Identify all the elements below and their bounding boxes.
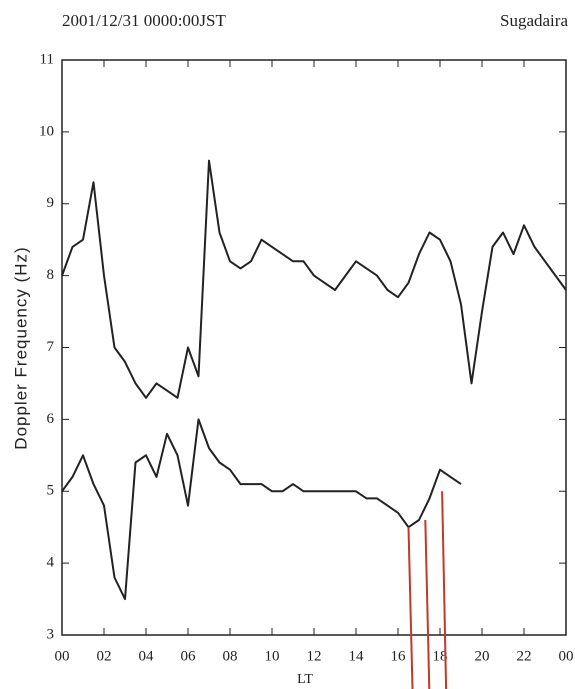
x-tick-label: 20 bbox=[475, 648, 490, 664]
x-tick-label: 04 bbox=[139, 648, 155, 664]
x-tick-label: 18 bbox=[433, 648, 448, 664]
x-tick-label: 06 bbox=[181, 648, 197, 664]
y-tick-label: 5 bbox=[47, 483, 55, 499]
x-tick-label: 10 bbox=[265, 648, 280, 664]
trace-line bbox=[61, 418, 462, 601]
x-tick-label: 16 bbox=[391, 648, 407, 664]
x-tick-label: 00 bbox=[559, 648, 574, 664]
x-tick-label: 12 bbox=[307, 648, 322, 664]
marker-line bbox=[424, 519, 431, 689]
y-tick-label: 4 bbox=[47, 555, 55, 571]
y-tick-label: 8 bbox=[47, 267, 55, 283]
x-tick-label: 02 bbox=[97, 648, 112, 664]
x-tick-label: 14 bbox=[349, 648, 365, 664]
marker-line bbox=[407, 527, 414, 689]
station-label: Sugadaira bbox=[500, 11, 568, 30]
y-axis-label: Doppler Frequency (Hz) bbox=[11, 246, 30, 449]
x-tick-label: 22 bbox=[517, 648, 532, 664]
x-tick-label: 08 bbox=[223, 648, 238, 664]
y-tick-label: 10 bbox=[39, 123, 54, 139]
x-axis-label: LT bbox=[297, 672, 313, 687]
marker-line bbox=[441, 491, 448, 689]
y-tick-label: 6 bbox=[47, 411, 55, 427]
y-tick-label: 9 bbox=[47, 195, 55, 211]
trace-line bbox=[61, 159, 567, 399]
y-tick-label: 3 bbox=[47, 626, 55, 642]
x-tick-label: 00 bbox=[55, 648, 70, 664]
chart-title: 2001/12/31 0000:00JST bbox=[62, 11, 226, 30]
y-tick-label: 7 bbox=[47, 339, 55, 355]
y-tick-label: 11 bbox=[40, 51, 54, 67]
plot-frame bbox=[61, 59, 567, 636]
